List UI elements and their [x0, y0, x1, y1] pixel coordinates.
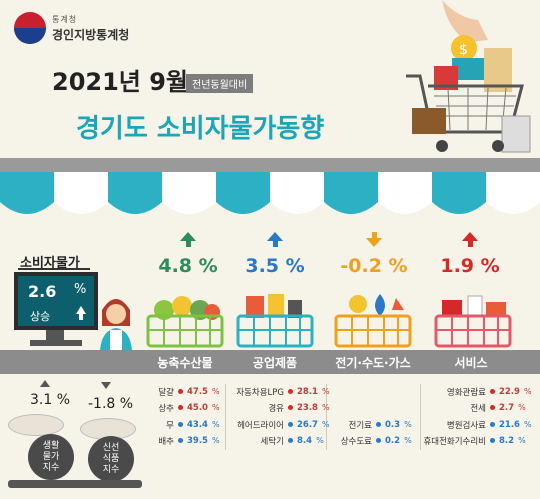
shopkeeper-icon	[100, 299, 132, 350]
arrow-down-icon	[376, 438, 381, 443]
item-row: 상추 45.0%	[158, 402, 220, 414]
item-row: 무 43.4%	[166, 419, 220, 431]
arrow-up-icon	[178, 405, 183, 410]
item-row: 헤어드라이어 26.7%	[237, 419, 330, 431]
org-name: 경인지방통계청	[52, 27, 130, 42]
basket-utilities-icon	[334, 294, 412, 348]
category-strip	[0, 350, 540, 374]
basket-industrial-icon	[236, 294, 314, 348]
category-value: 1.9 %	[440, 255, 500, 277]
category-value: -0.2 %	[340, 255, 408, 277]
org-sub-label: 통계청	[52, 14, 78, 24]
arrow-down-icon	[376, 422, 381, 427]
fresh-index-value: -1.8 %	[88, 396, 134, 412]
arrow-up-icon	[490, 389, 495, 394]
summary-value: 2.6	[28, 282, 57, 301]
category-value: 3.5 %	[245, 255, 305, 277]
summary-underline	[18, 268, 90, 270]
food-plate-icon	[8, 414, 64, 436]
arrow-down-icon	[490, 422, 495, 427]
summary-label: 소비자물가	[20, 256, 80, 271]
item-row: 휴대전화기수리비 8.2%	[423, 435, 526, 447]
svg-text:$: $	[459, 42, 468, 58]
arrow-up-icon	[288, 405, 293, 410]
monitor-stand	[46, 330, 64, 342]
category-services-change: 1.9 %	[420, 232, 520, 277]
category-value: 4.8 %	[158, 255, 218, 277]
category-name-agri: 농축수산물	[157, 356, 213, 370]
awning	[0, 172, 540, 214]
basket-services-icon	[434, 295, 512, 348]
summary-unit: %	[74, 282, 87, 297]
arrow-down-icon	[490, 438, 495, 443]
category-industrial-change: 3.5 %	[225, 232, 325, 277]
arrow-up-icon	[490, 405, 495, 410]
arrow-down-icon	[366, 238, 382, 247]
page-title: 경기도 소비자물가동향	[76, 114, 325, 144]
item-row: 자동차용LPG 28.1%	[236, 386, 330, 398]
monitor-base	[30, 340, 82, 346]
arrow-up-icon	[288, 389, 293, 394]
item-row: 전기료 0.3%	[348, 419, 412, 431]
org-logo: 통계청 경인지방통계청	[14, 12, 129, 44]
arrow-up-icon	[462, 232, 478, 241]
shelf	[8, 480, 142, 488]
category-agri-change: 4.8 %	[138, 232, 238, 277]
arrow-up-icon	[76, 306, 86, 314]
arrow-down-icon	[101, 382, 111, 389]
basket-agri-icon	[146, 296, 224, 348]
item-row: 배추 39.5%	[158, 435, 220, 447]
item-row: 전세 2.7%	[470, 402, 526, 414]
item-row: 세탁기 8.4%	[260, 435, 324, 447]
item-row: 병원검사료 21.6%	[446, 419, 532, 431]
summary-status: 상승	[30, 310, 51, 323]
item-row: 상수도료 0.2%	[340, 435, 412, 447]
arrow-up-icon	[267, 232, 283, 241]
item-row: 경유 23.8%	[268, 402, 330, 414]
living-index-value: 3.1 %	[30, 392, 71, 408]
fresh-index-badge: 신선 식품 지수	[88, 436, 134, 482]
item-row: 영화관람료 22.9%	[446, 386, 532, 398]
arrow-up-icon	[180, 232, 196, 241]
category-utilities-change: -0.2 %	[324, 232, 424, 277]
category-name-industrial: 공업제품	[252, 356, 298, 370]
shopping-cart-icon: $	[406, 0, 531, 153]
arrow-up-icon	[40, 380, 50, 387]
living-index-badge: 생활 물가 지수	[28, 434, 74, 480]
arrow-down-icon	[288, 422, 293, 427]
category-name-services: 서비스	[454, 356, 488, 370]
item-row: 달걀 47.5%	[158, 386, 220, 398]
arrow-down-icon	[178, 438, 183, 443]
arrow-up-icon	[178, 389, 183, 394]
summary-monitor: 2.6 % 상승	[14, 272, 98, 330]
arrow-down-icon	[178, 422, 183, 427]
comparison-badge: 전년동월대비	[186, 74, 254, 93]
category-name-utilities: 전기·수도·가스	[335, 356, 411, 370]
title-year-month: 2021년 9월	[52, 68, 189, 96]
taegeuk-icon	[14, 12, 46, 44]
arrow-down-icon	[288, 438, 293, 443]
